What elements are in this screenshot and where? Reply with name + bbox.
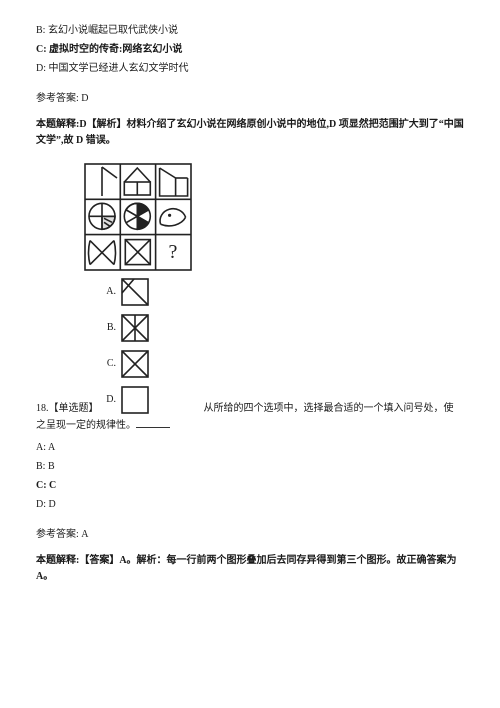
choice-letter: A. [98,284,116,300]
exam-page: B: 玄幻小说崛起已取代武侠小说 C: 虚拟时空的传奇:网络玄幻小说 D: 中国… [0,0,500,708]
q17-option-b: B: 玄幻小说崛起已取代武侠小说 [36,23,464,39]
q18-choice-A: A. [98,277,464,307]
q18-option-b: B: B [36,459,464,475]
q17-option-d: D: 中国文学已经进人玄幻文学时代 [36,61,464,77]
choice-letter: C. [98,356,116,372]
q18-text1: 从所给的四个选项中，选择最合适的一个填入问号处，使 [204,403,454,414]
q17-option-c: C: 虚拟时空的传奇:网络玄幻小说 [36,42,464,58]
q18-choice-C: C. [98,349,464,379]
q18-stem: 18.【单选题】 从所给的四个选项中，选择最合适的一个填入问号处，使 [36,401,464,417]
q18-answer: 参考答案: A [36,527,464,543]
fill-blank [136,417,170,428]
q18-choice-B: B. [98,313,464,343]
q18-stem2: 之呈现一定的规律性。 [36,417,464,434]
q18-number: 18.【单选题】 [36,403,99,414]
q17-explain: 本题解释:D【解析】材料介绍了玄幻小说在网络原创小说中的地位,D 项显然把范围扩… [36,117,464,149]
svg-text:?: ? [169,241,178,263]
choice-letter: B. [98,320,116,336]
q18-option-d: D: D [36,497,464,513]
q18-matrix: ? [84,163,464,271]
q17-answer: 参考答案: D [36,91,464,107]
q18-explain: 本题解释:【答案】A。解析：每一行前两个图形叠加后去同存异得到第三个图形。故正确… [36,553,464,585]
q18-option-a: A: A [36,440,464,456]
q18-option-c: C: C [36,478,464,494]
